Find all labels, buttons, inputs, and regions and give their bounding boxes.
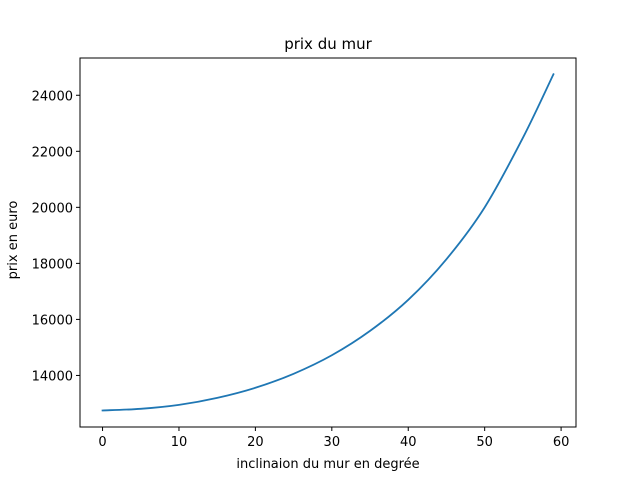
y-axis-label: prix en euro — [6, 201, 21, 280]
y-tick-label: 14000 — [32, 369, 73, 384]
x-tick-label: 50 — [476, 435, 493, 450]
x-axis: 0 10 20 30 40 50 60 — [98, 427, 569, 450]
x-tick-label: 60 — [553, 435, 570, 450]
y-tick-label: 18000 — [32, 257, 73, 272]
series-line-0 — [101, 73, 555, 412]
y-tick-label: 22000 — [32, 145, 73, 160]
plot-frame — [79, 57, 577, 428]
x-tick-label: 40 — [400, 435, 417, 450]
x-axis-label: inclinaion du mur en degrée — [236, 457, 419, 472]
x-tick-label: 30 — [324, 435, 341, 450]
y-tick-label: 24000 — [32, 89, 73, 104]
series-layer — [101, 73, 555, 412]
x-tick-label: 0 — [98, 435, 106, 450]
chart-title: prix du mur — [284, 35, 372, 53]
y-tick-label: 20000 — [32, 201, 73, 216]
x-tick-label: 20 — [247, 435, 264, 450]
y-axis: 14000 16000 18000 20000 22000 24000 — [32, 89, 80, 384]
x-tick-label: 10 — [171, 435, 188, 450]
y-tick-label: 16000 — [32, 313, 73, 328]
